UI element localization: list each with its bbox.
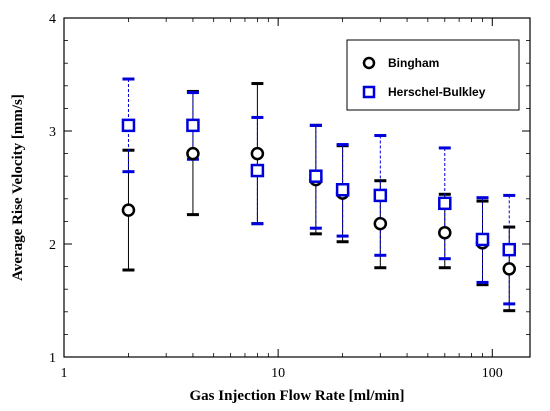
data-markers (121, 118, 516, 276)
x-tick-label: 100 (482, 366, 503, 381)
legend-marker-herschel-bulkley (362, 85, 376, 99)
y-tick-label: 2 (49, 238, 56, 253)
axis-tick-labels: 1 2 3 4 1 10 100 (49, 12, 503, 381)
y-tick-label: 1 (49, 351, 56, 366)
legend-label-bingham: Bingham (388, 56, 439, 70)
herschel-bulkley-point (475, 232, 490, 247)
y-axis-title: Average Rise Velocity [mm/s] (10, 94, 26, 281)
legend: Bingham Herschel-Bulkley (346, 39, 520, 111)
x-axis-title: Gas Injection Flow Rate [ml/min] (190, 388, 405, 404)
legend-box (346, 39, 520, 111)
plot-frame (63, 17, 531, 358)
x-tick-label: 1 (61, 366, 68, 381)
bingham-point (186, 146, 200, 161)
y-tick-label: 4 (49, 12, 56, 27)
bingham-point (502, 262, 516, 276)
herschel-bulkley-point (438, 196, 452, 211)
legend-marker-bingham (362, 56, 376, 70)
bingham-point (373, 216, 388, 231)
herschel-bulkley-point (335, 183, 350, 197)
bingham-point (250, 146, 265, 161)
bingham-point (438, 225, 452, 240)
bingham-point (121, 203, 136, 217)
x-tick-label: 10 (271, 366, 285, 381)
herschel-bulkley-point (186, 118, 200, 133)
herschel-bulkley-point (502, 242, 516, 257)
herschel-bulkley-point (309, 169, 323, 183)
herschel-bulkley-point (250, 163, 265, 178)
axis-ticks (63, 17, 530, 358)
error-bars (122, 77, 516, 313)
y-tick-label: 3 (49, 125, 56, 140)
herschel-bulkley-point (373, 188, 388, 203)
herschel-bulkley-point (121, 118, 136, 133)
legend-label-herschel-bulkley: Herschel-Bulkley (388, 85, 486, 99)
